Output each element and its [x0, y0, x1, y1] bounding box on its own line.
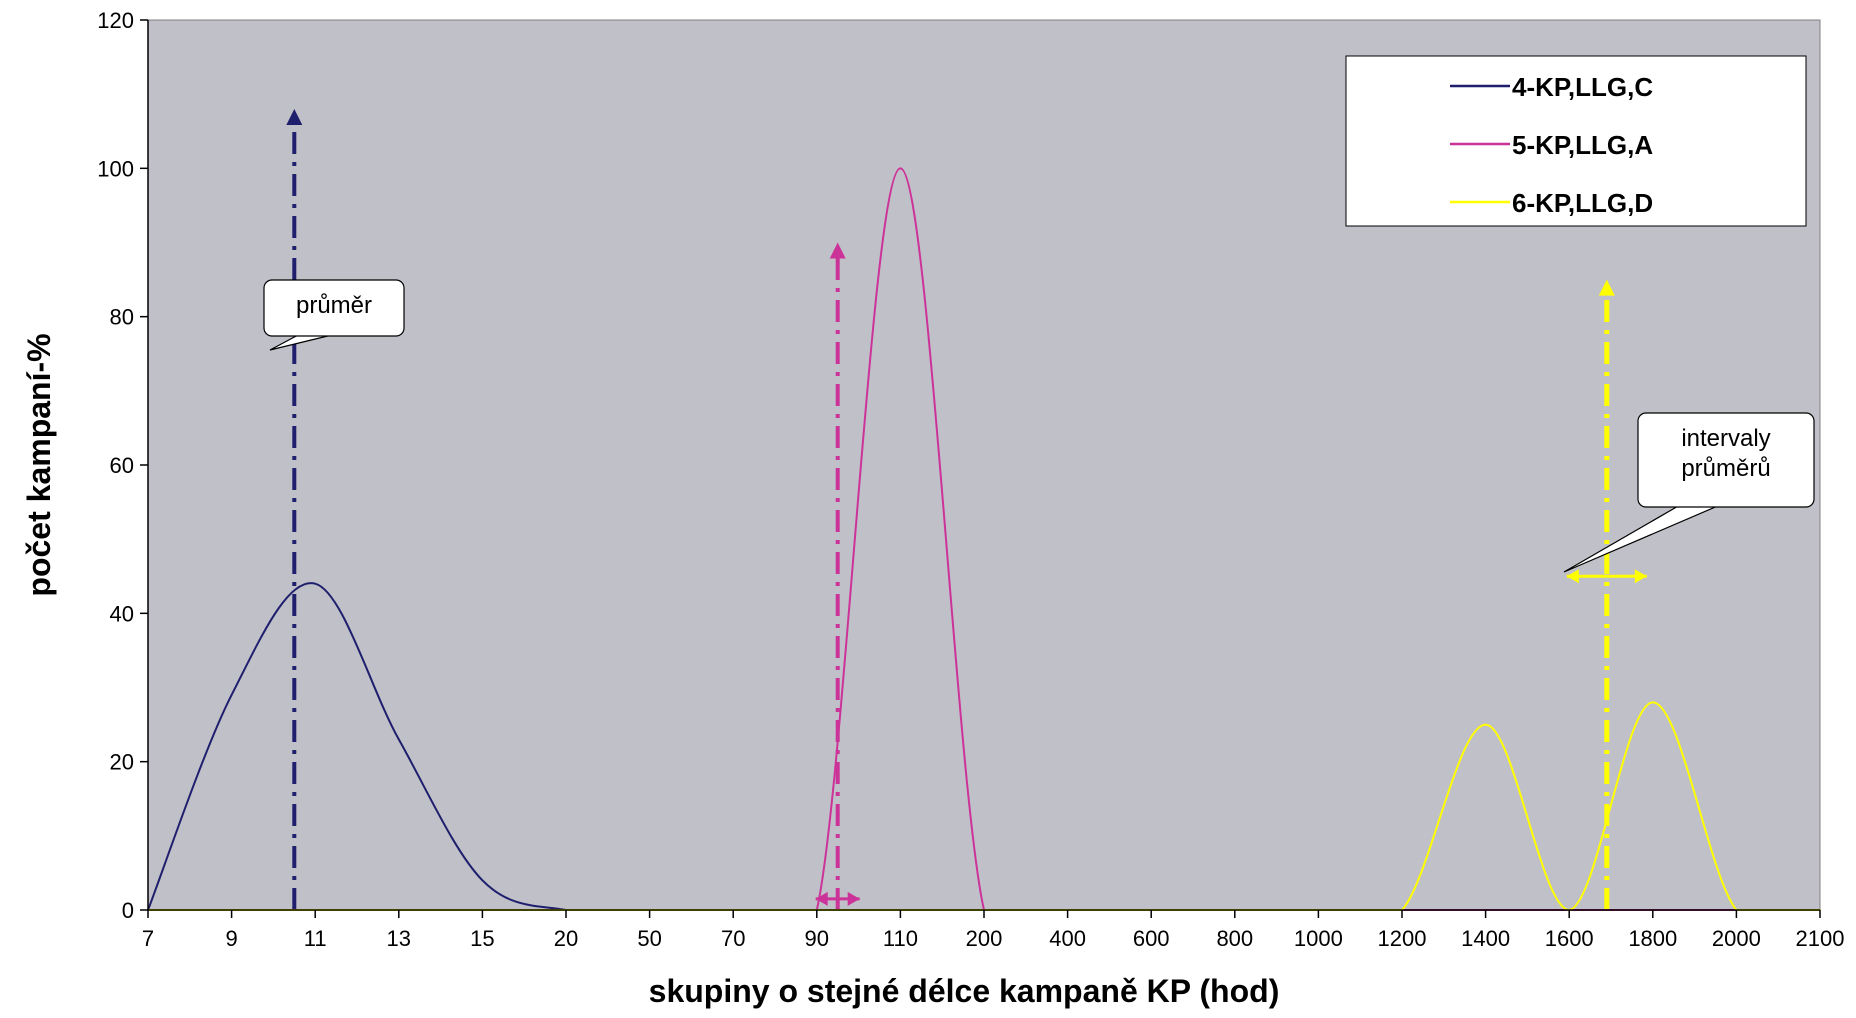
x-axis-title: skupiny o stejné délce kampaně KP (hod)	[649, 973, 1280, 1009]
x-tick-label: 20	[554, 926, 578, 951]
mean-marker-arrowhead	[1598, 279, 1615, 296]
callout-intervaly: intervaly průměrů	[1563, 412, 1815, 573]
series-1-point	[899, 167, 902, 170]
legend-label: 5-KP,LLG,A	[1512, 130, 1653, 160]
y-tick-label: 80	[110, 305, 134, 330]
interval-arrowhead-left	[1566, 569, 1579, 584]
interval-arrowhead-right	[847, 891, 860, 906]
y-tick-label: 0	[122, 898, 134, 923]
x-tick-label: 400	[1049, 926, 1086, 951]
y-tick-label: 120	[97, 8, 134, 33]
callout-text: průměrů	[1681, 455, 1770, 482]
y-axis-title: počet kampaní-%	[21, 333, 57, 596]
x-tick-label: 13	[387, 926, 411, 951]
x-tick-label: 2000	[1712, 926, 1761, 951]
x-tick-label: 1000	[1294, 926, 1343, 951]
callout-text: intervaly	[1681, 425, 1770, 452]
series-0-point	[314, 582, 317, 585]
y-tick-label: 20	[110, 750, 134, 775]
x-tick-label: 9	[225, 926, 237, 951]
y-tick-label: 40	[110, 601, 134, 626]
x-tick-label: 1800	[1628, 926, 1677, 951]
callout-prumer: průměr	[263, 279, 405, 351]
y-tick-label: 100	[97, 156, 134, 181]
x-tick-label: 1400	[1461, 926, 1510, 951]
legend-label: 6-KP,LLG,D	[1512, 188, 1653, 218]
series-0-point	[230, 694, 233, 696]
callout-text: průměr	[296, 292, 372, 319]
y-tick-label: 60	[110, 453, 134, 478]
x-tick-label: 70	[721, 926, 745, 951]
x-tick-label: 800	[1216, 926, 1253, 951]
x-tick-label: 1200	[1378, 926, 1427, 951]
interval-arrowhead-left	[815, 891, 828, 906]
mean-marker-arrowhead	[286, 109, 303, 125]
series-0-point	[481, 879, 484, 882]
x-tick-label: 11	[304, 926, 327, 951]
x-tick-label: 110	[883, 926, 918, 951]
x-tick-label: 1600	[1545, 926, 1594, 951]
x-tick-label: 2100	[1796, 926, 1845, 951]
x-tick-label: 200	[966, 926, 1003, 951]
callout-box	[1637, 412, 1815, 508]
series-2-point	[1652, 701, 1654, 704]
legend-box	[1345, 55, 1807, 227]
interval-arrowhead-right	[1634, 569, 1647, 584]
callout-box	[263, 279, 405, 337]
mean-marker-arrowhead	[829, 242, 846, 259]
series-2-point	[1484, 723, 1487, 726]
x-tick-label: 600	[1133, 926, 1170, 951]
series-0-point	[398, 738, 400, 741]
x-tick-label: 50	[637, 926, 661, 951]
legend-label: 4-KP,LLG,C	[1512, 72, 1653, 102]
x-tick-label: 15	[470, 926, 494, 951]
x-tick-label: 7	[142, 926, 154, 951]
x-tick-label: 90	[805, 926, 829, 951]
